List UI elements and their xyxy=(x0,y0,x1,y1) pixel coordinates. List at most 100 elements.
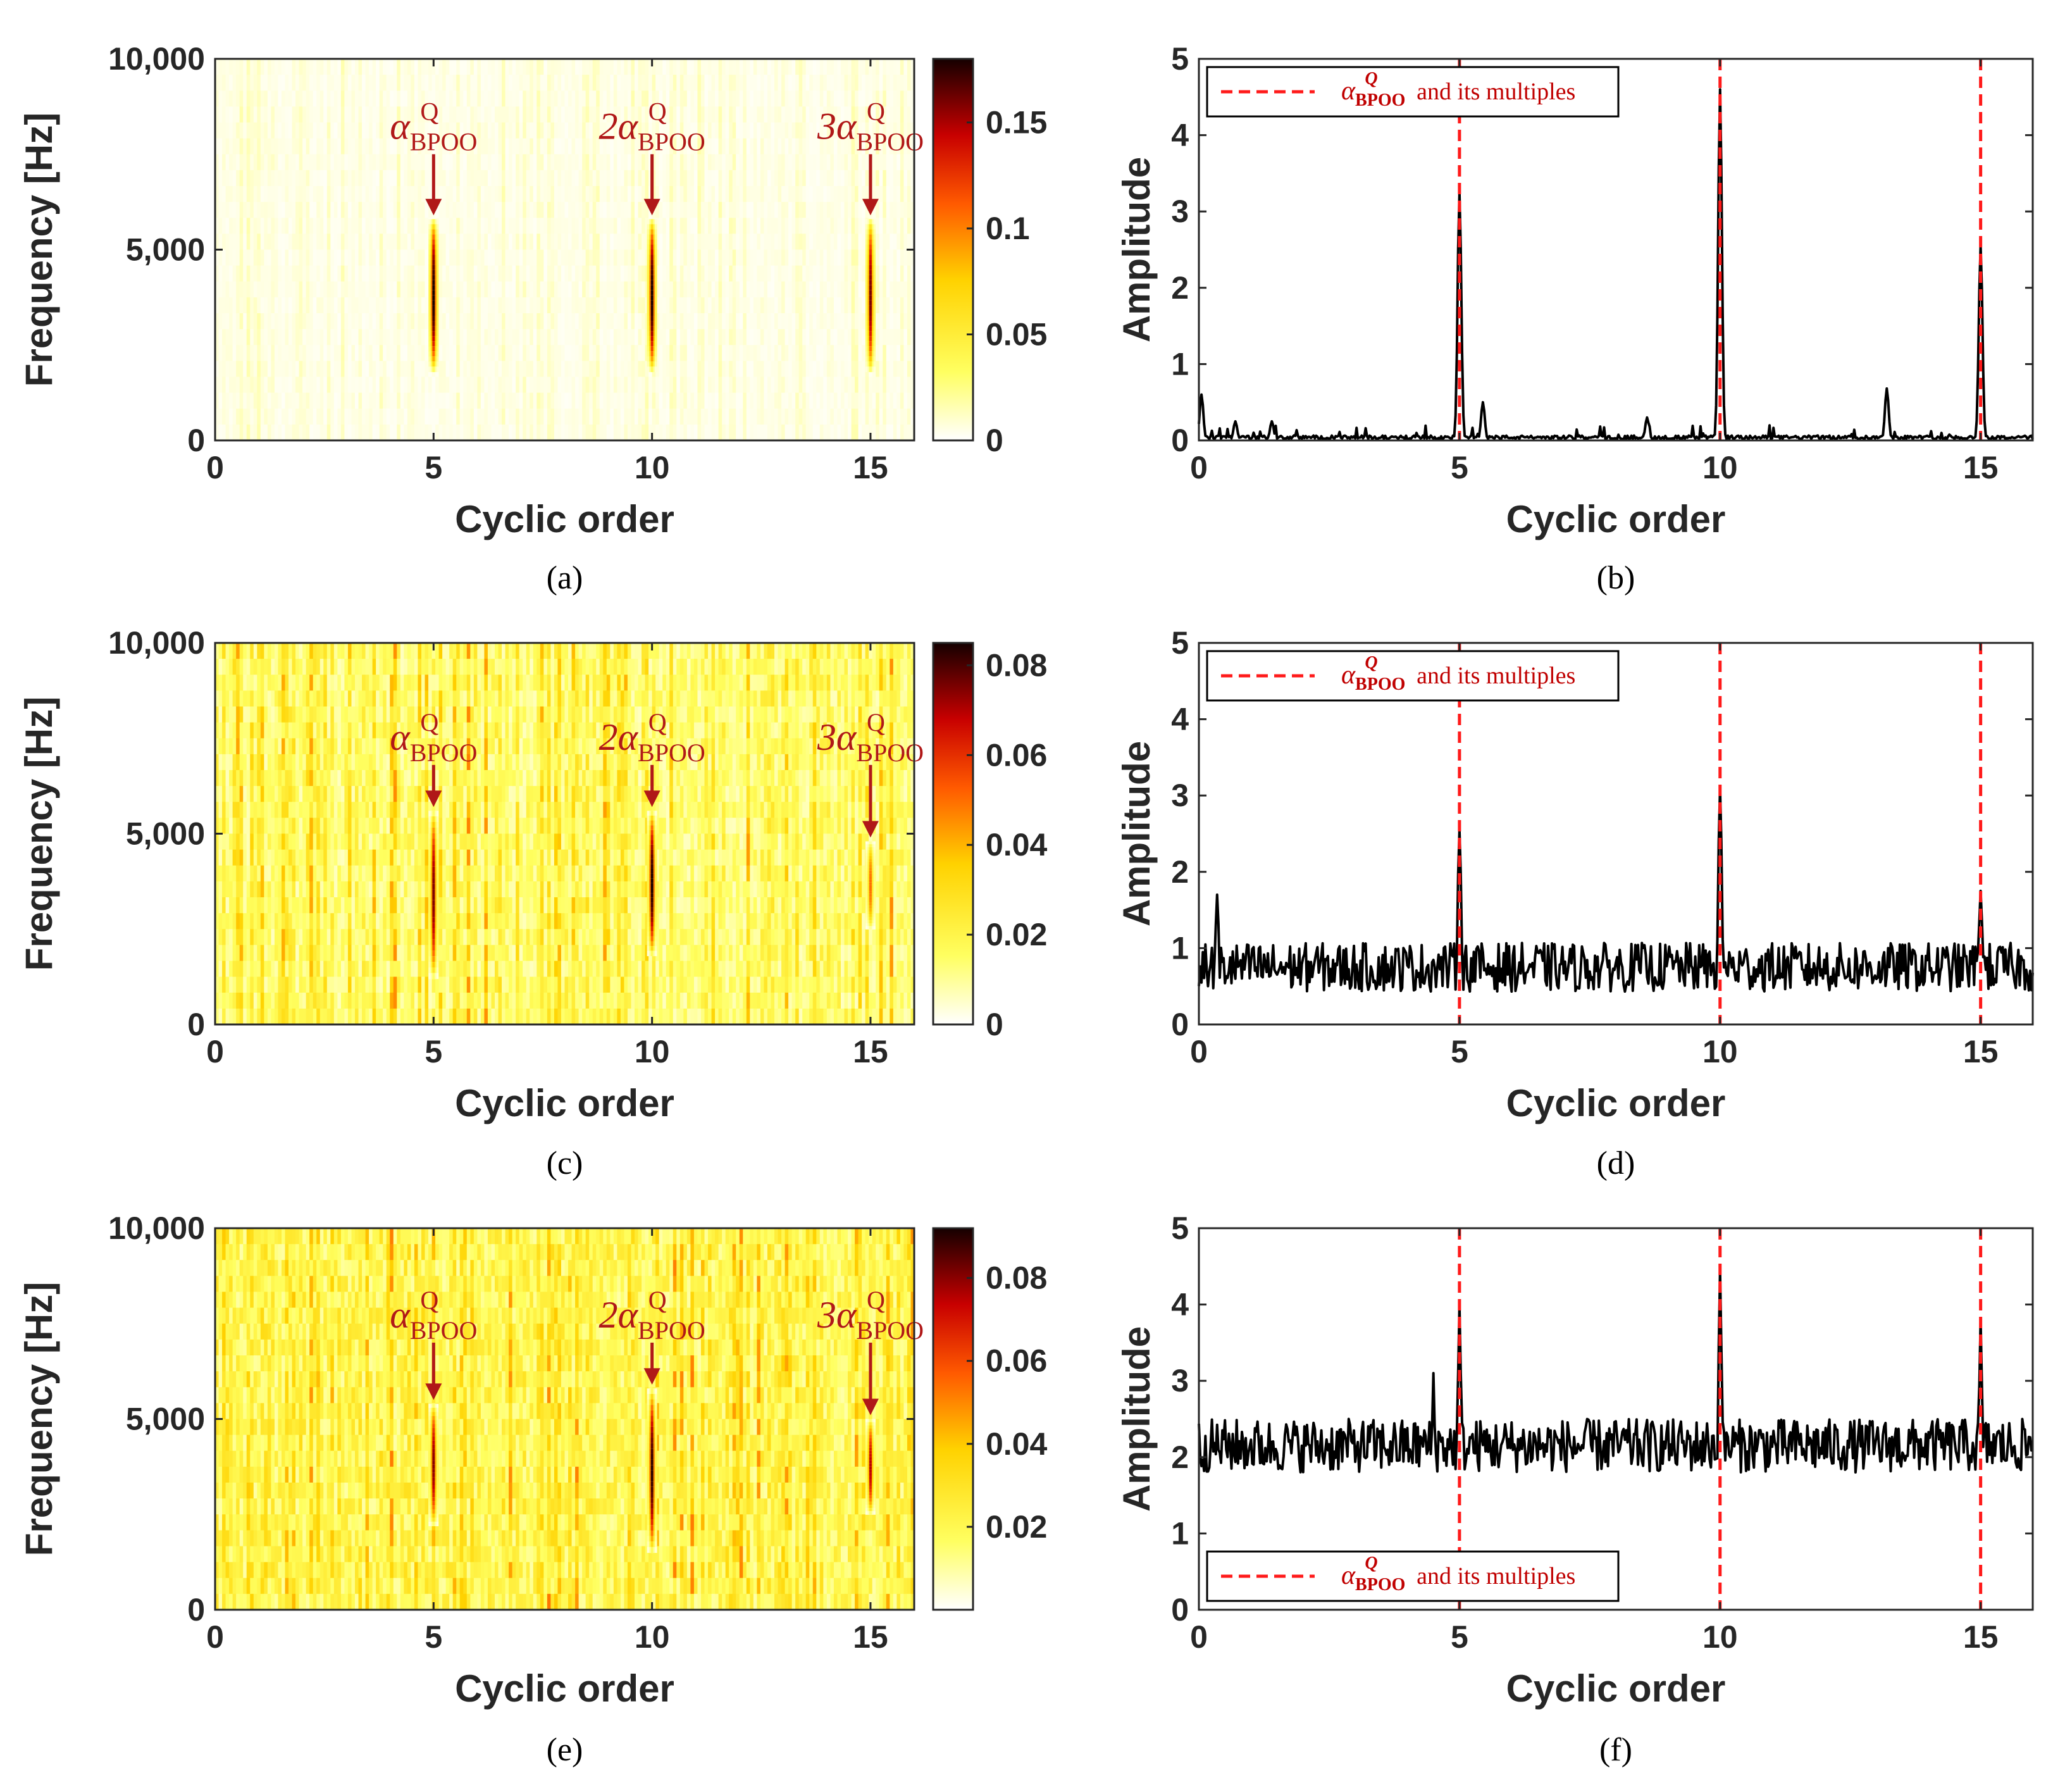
heatmap-cell xyxy=(400,122,404,139)
heatmap-cell xyxy=(610,154,614,171)
heatmap-cell xyxy=(823,122,828,139)
heatmap-cell xyxy=(386,361,390,378)
heatmap-cell xyxy=(624,329,628,345)
heatmap-cell xyxy=(596,218,600,234)
heatmap-cell xyxy=(344,376,349,394)
heatmap-cell xyxy=(613,265,617,282)
heatmap-cell xyxy=(638,376,642,394)
heatmap-cell xyxy=(848,408,852,425)
heatmap-cell xyxy=(679,408,684,425)
heatmap-cell xyxy=(438,361,443,378)
heatmap-cell xyxy=(753,424,757,441)
heatmap-peak-cell xyxy=(869,229,872,235)
heatmap-cell xyxy=(617,75,621,91)
heatmap-cell xyxy=(585,265,590,282)
heatmap-cell xyxy=(819,345,824,361)
heatmap-cell xyxy=(642,249,646,266)
heatmap-cell xyxy=(795,329,800,345)
heatmap-peak-cell xyxy=(650,244,654,251)
heatmap-cell xyxy=(526,408,530,425)
heatmap-cell xyxy=(774,154,779,171)
heatmap-cell xyxy=(771,297,775,314)
heatmap-cell xyxy=(760,59,765,75)
heatmap-cell xyxy=(456,75,461,91)
heatmap-cell xyxy=(502,361,506,378)
heatmap-cell xyxy=(627,408,632,425)
heatmap-cell xyxy=(575,424,580,441)
heatmap-cell xyxy=(449,202,454,218)
heatmap-cell xyxy=(477,233,481,251)
heatmap-cell xyxy=(319,424,324,441)
heatmap-cell xyxy=(693,249,698,266)
heatmap-cell xyxy=(386,345,390,361)
heatmap-peak-cell xyxy=(650,275,654,281)
heatmap-cell xyxy=(225,297,230,314)
heatmap-cell xyxy=(764,424,768,441)
heatmap-cell xyxy=(333,249,338,266)
heatmap-cell xyxy=(655,424,660,441)
heatmap-cell xyxy=(379,329,383,345)
heatmap-cell xyxy=(764,218,768,234)
heatmap-cell xyxy=(344,202,349,218)
heatmap-cell xyxy=(886,408,890,425)
heatmap-cell xyxy=(840,265,845,282)
heatmap-cell xyxy=(557,59,562,75)
heatmap-cell xyxy=(236,297,240,314)
heatmap-cell xyxy=(340,361,345,378)
heatmap-cell xyxy=(536,90,541,107)
heatmap-cell xyxy=(278,186,282,202)
heatmap-cell xyxy=(865,59,869,75)
heatmap-cell xyxy=(883,218,887,234)
heatmap-cell xyxy=(760,297,765,314)
heatmap-cell xyxy=(326,249,331,266)
heatmap-cell xyxy=(617,249,621,266)
heatmap-cell xyxy=(781,345,786,361)
heatmap-cell xyxy=(281,376,286,394)
heatmap-cell xyxy=(243,376,247,394)
heatmap-cell xyxy=(243,345,247,361)
heatmap-cell xyxy=(362,138,366,155)
heatmap-cell xyxy=(662,122,667,139)
heatmap-cell xyxy=(414,249,419,266)
heatmap-cell xyxy=(470,59,474,75)
heatmap-cell xyxy=(257,249,261,266)
heatmap-cell xyxy=(470,186,474,202)
heatmap-cell xyxy=(487,170,492,187)
heatmap-cell xyxy=(858,75,862,91)
heatmap-cell xyxy=(533,75,537,91)
heatmap-cell xyxy=(858,233,862,251)
heatmap-cell xyxy=(411,361,415,378)
heatmap-cell xyxy=(805,75,810,91)
heatmap-cell xyxy=(274,281,279,298)
heatmap-cell xyxy=(421,297,426,314)
heatmap-cell xyxy=(896,313,901,330)
heatmap-cell xyxy=(323,265,328,282)
heatmap-cell xyxy=(543,233,548,251)
heatmap-cell xyxy=(673,392,677,409)
heatmap-cell xyxy=(379,218,383,234)
heatmap-peak-cell xyxy=(650,321,654,327)
heatmap-cell xyxy=(617,90,621,107)
heatmap-cell xyxy=(617,186,621,202)
heatmap-cell xyxy=(833,59,838,75)
heatmap-cell xyxy=(837,106,841,123)
heatmap-cell xyxy=(309,186,314,202)
heatmap-cell xyxy=(802,154,807,171)
heatmap-cell xyxy=(764,345,768,361)
heatmap-cell xyxy=(893,376,897,394)
heatmap-cell xyxy=(711,313,716,330)
heatmap-cell xyxy=(404,392,408,409)
heatmap-cell xyxy=(267,392,272,409)
heatmap-cell xyxy=(732,281,736,298)
heatmap-cell xyxy=(781,218,786,234)
heatmap-cell xyxy=(620,361,625,378)
heatmap-cell xyxy=(218,59,223,75)
heatmap-cell xyxy=(736,138,740,155)
heatmap-cell xyxy=(358,297,363,314)
heatmap-cell xyxy=(302,376,307,394)
heatmap-cell xyxy=(215,361,220,378)
heatmap-cell xyxy=(323,59,328,75)
heatmap-cell xyxy=(222,249,226,266)
heatmap-cell xyxy=(893,265,897,282)
heatmap-peak-cell xyxy=(432,229,435,235)
